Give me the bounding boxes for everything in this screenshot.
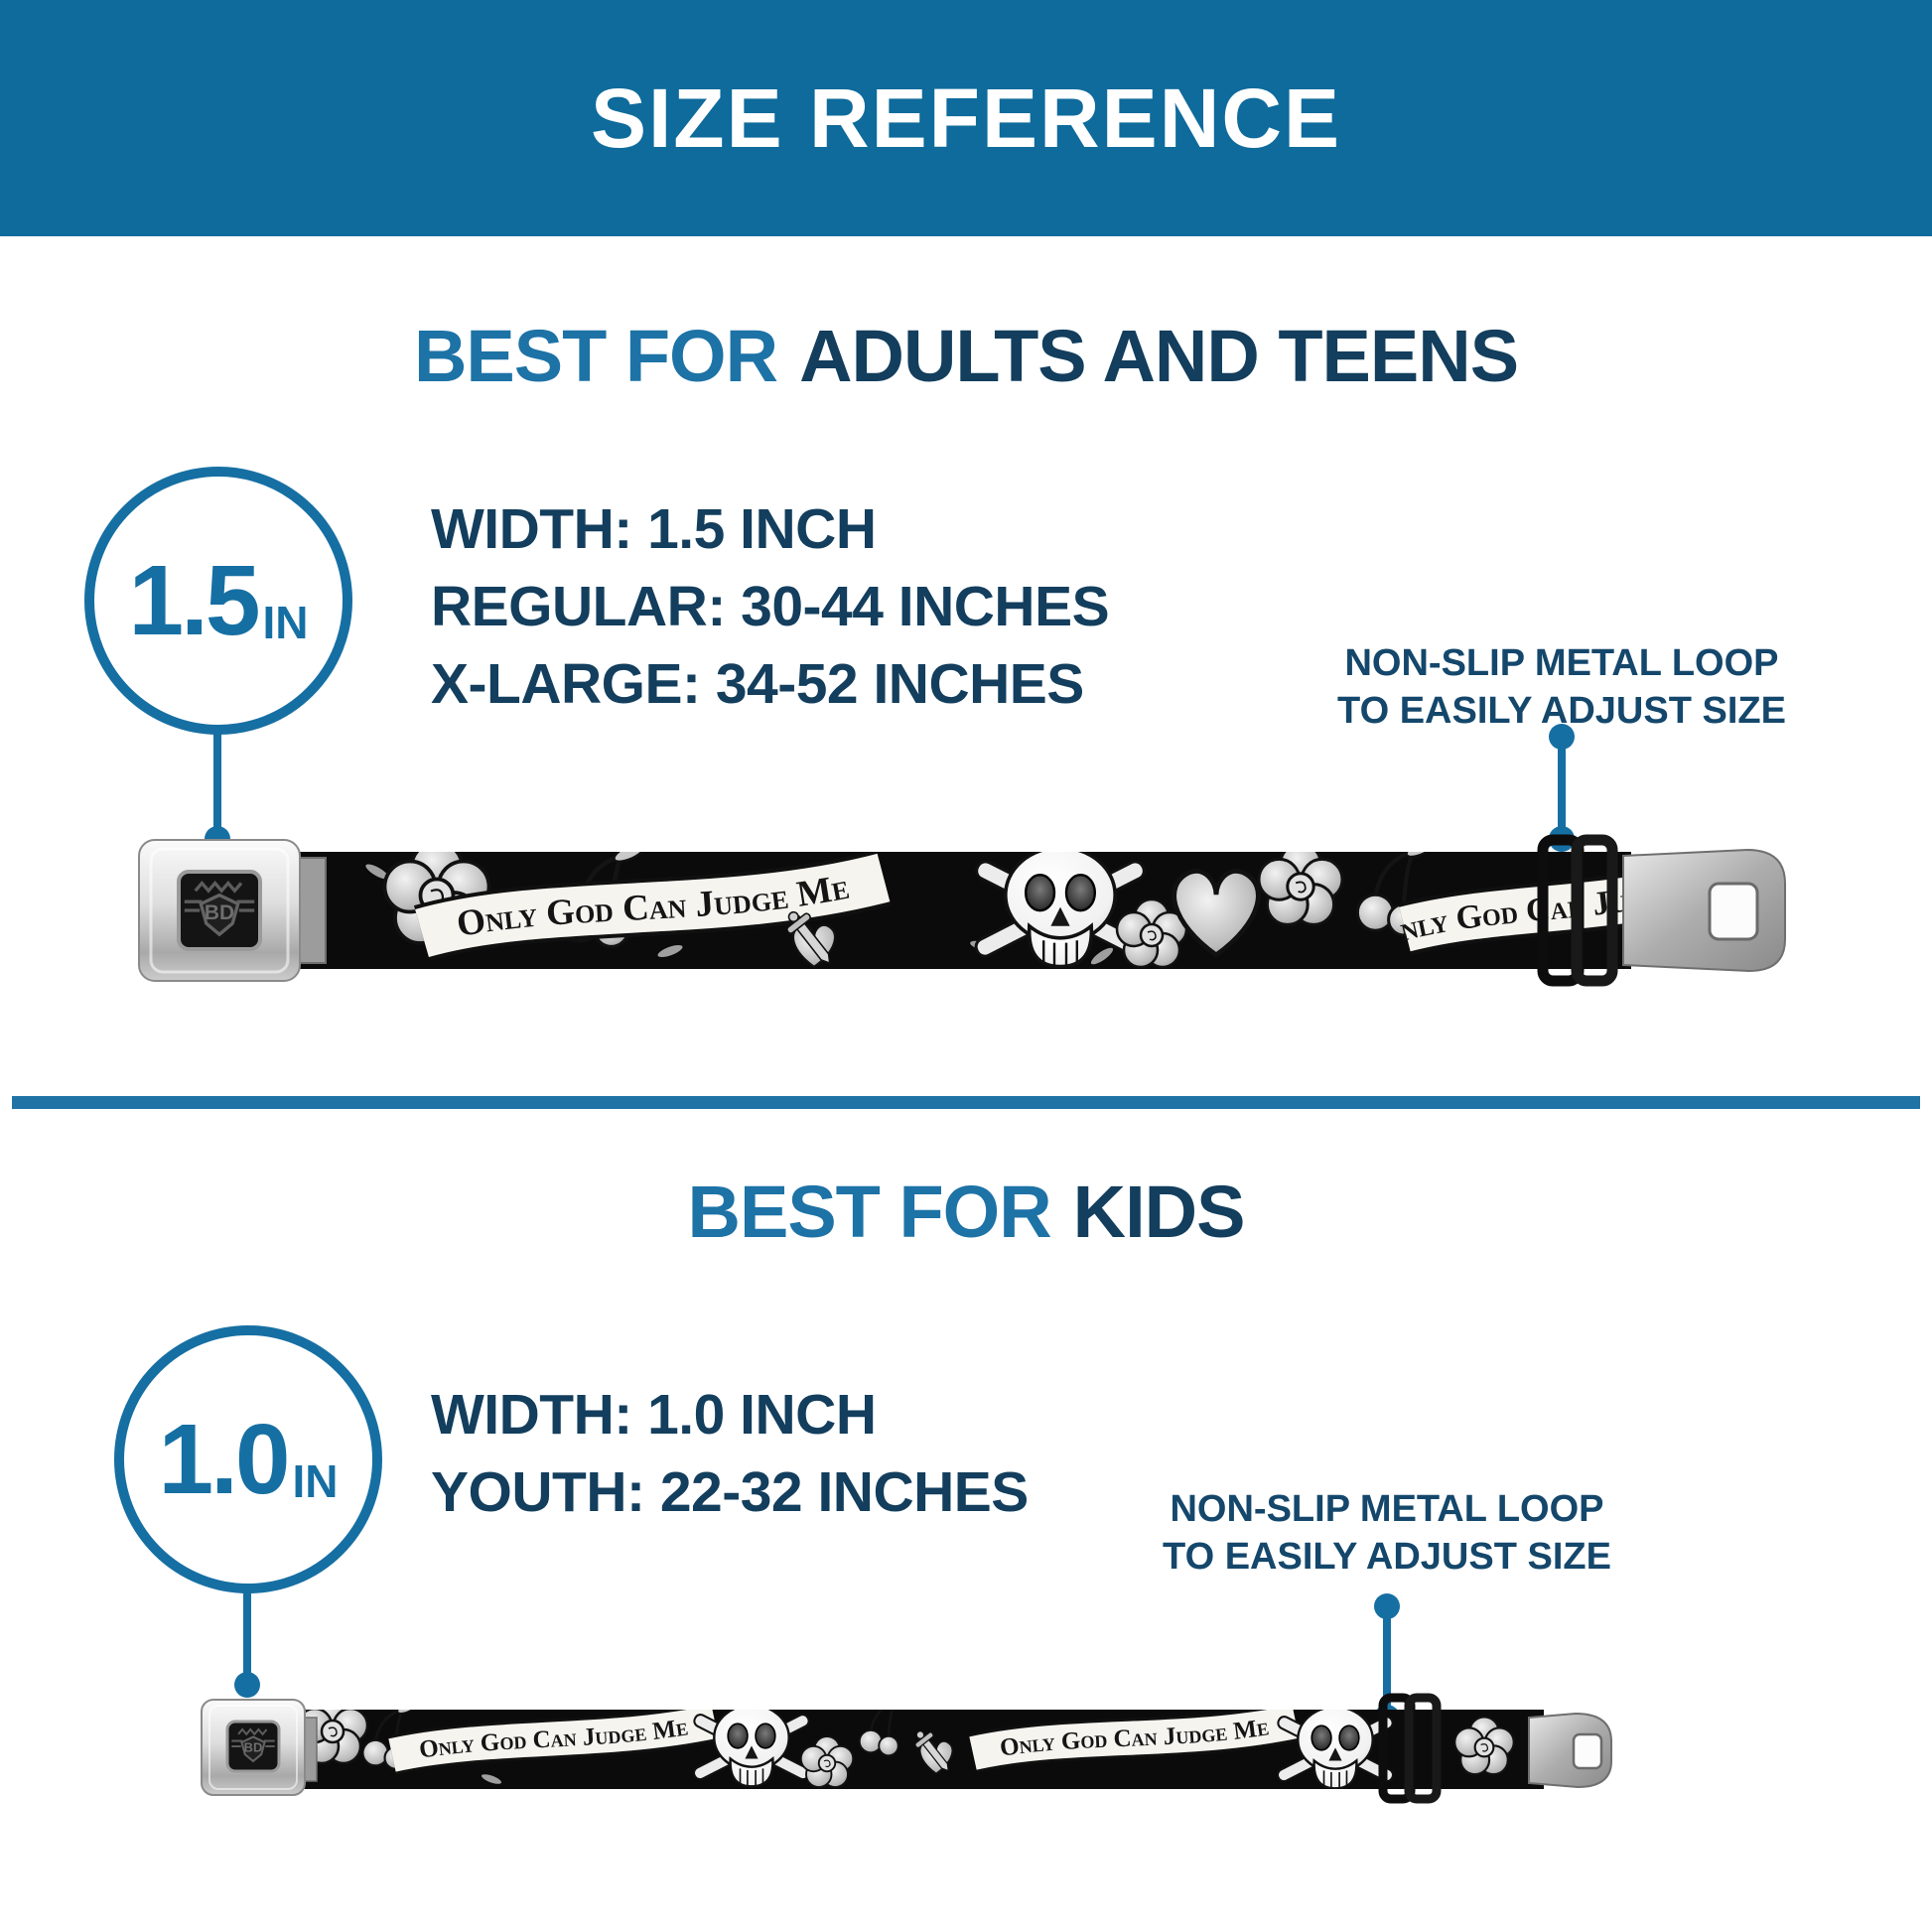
heading-rest: ADULTS AND TEENS (799, 315, 1519, 397)
seatbelt-buckle (138, 839, 327, 982)
callout-line-1: NON-SLIP METAL LOOP (1170, 1488, 1604, 1530)
size-unit: IN (292, 1455, 339, 1507)
size-value: 1.5 (128, 544, 260, 656)
adults-section-heading: BEST FOR ADULTS AND TEENS (0, 314, 1932, 398)
page-title: SIZE REFERENCE (590, 70, 1342, 165)
metal-loop-callout-adults: NON-SLIP METAL LOOP TO EASILY ADJUST SIZ… (1333, 639, 1790, 735)
banner-ribbon: Only God Can Judge Me (968, 1710, 1301, 1773)
heading-prefix: BEST FOR (687, 1171, 1052, 1253)
belt-end-tab (1528, 1712, 1612, 1789)
metal-loop-callout-kids: NON-SLIP METAL LOOP TO EASILY ADJUST SIZ… (1159, 1485, 1615, 1581)
size-circle-adults: 1.5 IN (84, 467, 352, 735)
kids-belt-image: Only God Can Judge Me Only God Can Judge… (201, 1693, 1612, 1804)
size-value: 1.0 (158, 1403, 290, 1515)
heading-rest: KIDS (1072, 1171, 1246, 1253)
belt-pattern: Only God Can Judge Me Only God Can Judge… (297, 1710, 1515, 1789)
belt-end-tab (1622, 848, 1786, 973)
section-divider (12, 1096, 1920, 1109)
metal-loop (1537, 834, 1618, 987)
metal-loop (1378, 1693, 1442, 1804)
adults-specs: WIDTH: 1.5 INCH REGULAR: 30-44 INCHES X-… (431, 490, 1110, 723)
seatbelt-buckle (201, 1699, 318, 1796)
tab-hole (1708, 882, 1759, 941)
spec-line: REGULAR: 30-44 INCHES (431, 575, 1110, 638)
spec-line: X-LARGE: 34-52 INCHES (431, 652, 1084, 716)
adults-callout-connector-line (1558, 737, 1566, 839)
kids-specs: WIDTH: 1.0 INCH YOUTH: 22-32 INCHES (431, 1376, 1029, 1531)
size-unit: IN (262, 597, 309, 648)
tab-hole (1572, 1732, 1603, 1770)
kids-circle-connector-line (243, 1590, 251, 1685)
banner-ribbon: Only God Can Judge Me (413, 852, 892, 961)
spec-line: WIDTH: 1.0 INCH (431, 1383, 877, 1447)
kids-callout-connector-line (1383, 1606, 1391, 1718)
kids-section-heading: BEST FOR KIDS (0, 1170, 1932, 1254)
spec-line: YOUTH: 22-32 INCHES (431, 1460, 1029, 1524)
spec-line: WIDTH: 1.5 INCH (431, 497, 877, 561)
size-circle-kids: 1.0 IN (114, 1325, 382, 1593)
callout-line-1: NON-SLIP METAL LOOP (1344, 642, 1779, 684)
heading-prefix: BEST FOR (413, 315, 778, 397)
adult-belt-image: BD Only God Can Judge Me (138, 834, 1786, 987)
kids-circle-connector-dot (234, 1672, 260, 1698)
callout-line-2: TO EASILY ADJUST SIZE (1163, 1536, 1611, 1578)
adults-circle-connector-line (213, 732, 221, 831)
size-reference-banner: SIZE REFERENCE (0, 0, 1932, 236)
banner-ribbon: Only God Can Judge Me (387, 1710, 720, 1775)
